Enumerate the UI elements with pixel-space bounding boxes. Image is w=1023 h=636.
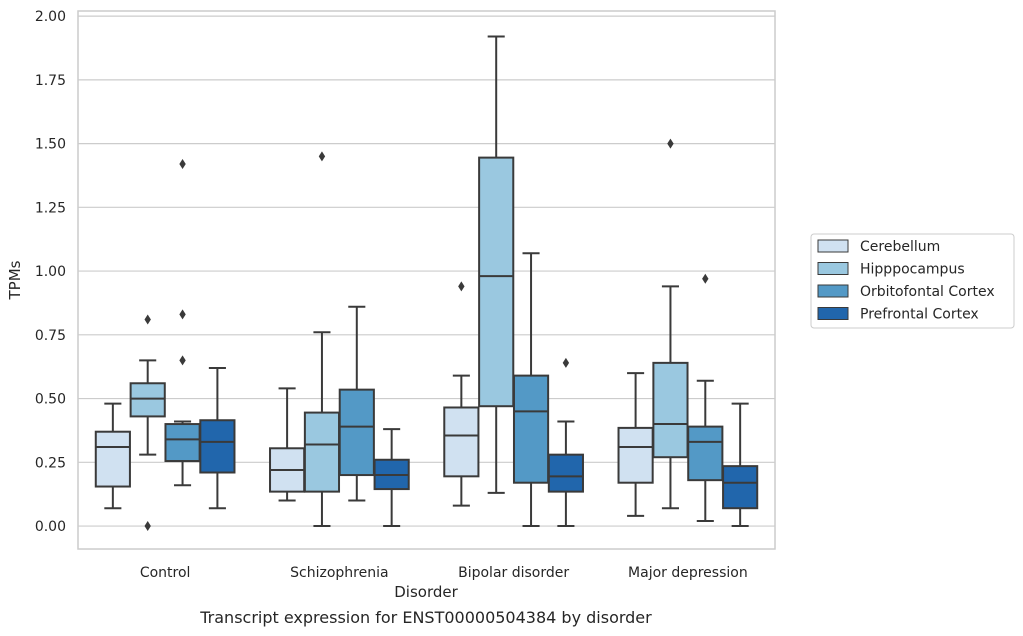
- legend-swatch: [817, 239, 849, 253]
- outlier-point: [179, 355, 186, 366]
- box-0-0: [94, 402, 131, 510]
- box-body: [547, 453, 584, 493]
- box-body: [94, 430, 131, 488]
- legend-label: Orbitofontal Cortex: [860, 284, 995, 300]
- box-2-3: [547, 357, 584, 528]
- box-body: [478, 156, 515, 408]
- y-tick-label: 2.00: [35, 9, 66, 25]
- legend-swatch: [817, 284, 849, 298]
- boxes: [94, 35, 759, 532]
- legend-label: Cerebellum: [860, 239, 940, 255]
- x-tick-label: Control: [140, 565, 191, 581]
- y-gridlines: [78, 15, 775, 527]
- y-tick-label: 1.00: [35, 264, 66, 280]
- x-tick-labels: Control Schizophrenia Bipolar disorder Majo…: [140, 565, 748, 581]
- outlier-point: [144, 314, 151, 325]
- outlier-point: [144, 521, 151, 532]
- legend-frame: [810, 233, 1015, 329]
- box-body: [652, 361, 689, 459]
- outlier-point: [179, 309, 186, 320]
- box-2-2: [512, 252, 550, 528]
- outlier-point: [702, 273, 709, 284]
- legend-label: Hipppocampus: [860, 262, 965, 278]
- legend-item: Cerebellum: [817, 239, 940, 255]
- box-1-1: [303, 151, 341, 528]
- y-tick-label: 1.75: [35, 73, 66, 89]
- y-tick-label: 0.75: [35, 328, 66, 344]
- outlier-point: [562, 357, 570, 368]
- y-tick-label: 1.25: [35, 200, 66, 216]
- box-body: [687, 425, 724, 482]
- box-3-2: [687, 273, 724, 522]
- y-tick-labels: 0.00 0.25 0.50 0.75 1.00 1.25 1.50 1.75 2.00: [35, 9, 66, 535]
- outlier-point: [318, 151, 326, 162]
- box-body: [512, 374, 550, 484]
- box-body: [338, 388, 375, 477]
- y-tick-label: 0.00: [35, 519, 66, 535]
- x-tick-label: Bipolar disorder: [458, 565, 569, 581]
- outlier-point: [667, 138, 674, 149]
- box-body: [164, 423, 201, 463]
- chart-title: Transcript expression for ENST0000050438…: [199, 608, 652, 627]
- box-0-3: [199, 366, 236, 510]
- box-body: [129, 382, 166, 418]
- box-body: [617, 426, 654, 484]
- y-tick-label: 0.25: [35, 455, 66, 471]
- box-0-2: [164, 158, 201, 487]
- box-body: [722, 465, 759, 510]
- legend-item: Hipppocampus: [817, 262, 965, 278]
- legend-item: Prefrontal Cortex: [817, 307, 979, 323]
- box-3-3: [722, 402, 759, 528]
- box-3-1: [652, 138, 689, 510]
- outlier-point: [458, 281, 465, 292]
- box-2-0: [443, 281, 480, 507]
- box-3-0: [617, 372, 654, 517]
- y-axis-title: TPMs: [6, 260, 24, 300]
- box-body: [443, 406, 480, 478]
- y-tick-label: 0.50: [35, 392, 66, 408]
- x-tick-label: Major depression: [628, 565, 748, 581]
- legend-swatch: [817, 307, 849, 320]
- legend-item: Orbitofontal Cortex: [817, 284, 995, 300]
- plot-frame: [77, 10, 776, 550]
- box-1-3: [373, 428, 410, 528]
- outlier-point: [179, 158, 186, 169]
- box-body: [199, 419, 236, 474]
- box-1-2: [338, 305, 375, 502]
- box-body: [303, 411, 341, 493]
- x-axis-title: Disorder: [394, 583, 458, 601]
- x-tick-label: Schizophrenia: [290, 565, 388, 581]
- box-0-1: [129, 314, 166, 532]
- legend: Cerebellum Hipppocampus Orbitofontal Corte…: [810, 233, 1015, 329]
- legend-swatch: [817, 262, 849, 275]
- y-tick-label: 1.50: [35, 137, 66, 153]
- legend-label: Prefrontal Cortex: [860, 307, 979, 323]
- box-2-1: [478, 35, 515, 494]
